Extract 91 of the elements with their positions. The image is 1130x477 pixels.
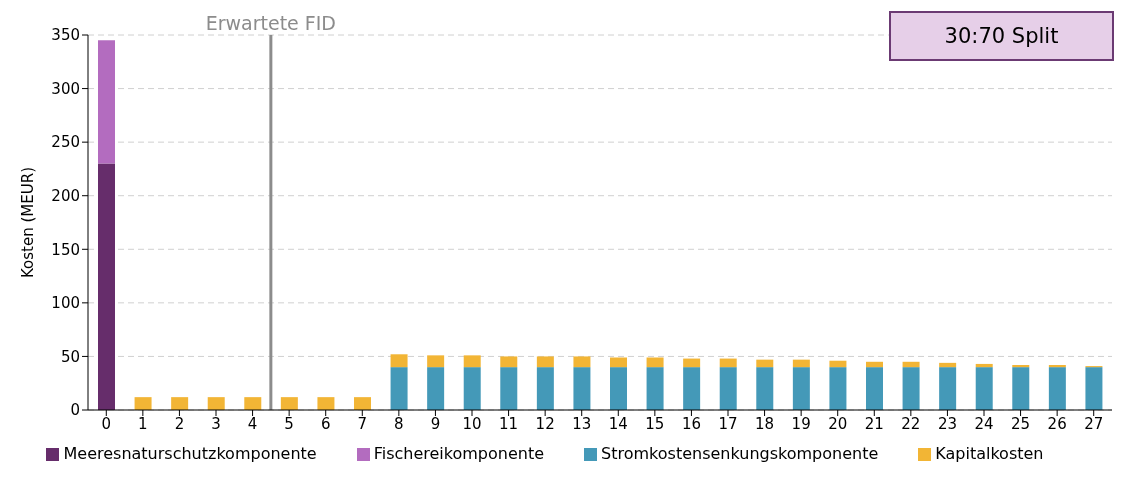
legend-label: Meeresnaturschutzkomponente [63,444,317,463]
bar [975,367,993,410]
bar [171,397,189,410]
bar [756,367,774,410]
x-tick-label: 23 [937,414,957,433]
y-tick-label: 200 [51,187,80,206]
bar [573,356,591,368]
bar [902,361,920,368]
bar [829,367,847,410]
legend-label: Kapitalkosten [935,444,1044,463]
x-tick-label: 24 [974,414,994,433]
x-tick-label: 17 [718,414,738,433]
x-tick-label: 1 [138,414,148,433]
legend-label: Fischereikomponente [373,444,545,463]
bar [792,367,810,410]
bar [427,367,445,410]
y-tick-label: 250 [51,133,80,152]
y-axis-title: Kosten (MEUR) [19,167,38,278]
x-tick-label: 18 [755,414,775,433]
bar [207,397,225,410]
x-tick-label: 26 [1047,414,1067,433]
x-tick-label: 20 [828,414,848,433]
x-tick-label: 3 [211,414,221,433]
bar [98,163,115,410]
bar [646,367,664,410]
bar [390,354,408,368]
bar [463,355,481,368]
bar [683,367,701,410]
y-tick-label: 0 [70,401,80,420]
bar [610,357,627,368]
bar [719,367,737,410]
x-tick-label: 21 [864,414,884,433]
x-tick-label: 22 [901,414,921,433]
x-tick-label: 14 [608,414,628,433]
x-tick-label: 12 [535,414,555,433]
x-tick-label: 2 [174,414,185,433]
bar [939,362,957,368]
bar [1048,365,1066,368]
bar [683,358,701,368]
bar [646,357,664,368]
bar [463,367,481,410]
x-tick-label: 11 [499,414,519,433]
bar [317,397,335,410]
bar [792,359,810,368]
x-tick-label: 10 [462,414,482,433]
y-tick-label: 100 [51,294,80,313]
x-tick-label: 6 [320,414,331,433]
bar [390,367,408,410]
bar [829,360,847,368]
bar [610,367,627,410]
y-tick-label: 350 [51,26,80,45]
bar [719,358,737,368]
x-tick-label: 25 [1011,414,1031,433]
x-tick-label: 5 [284,414,294,433]
x-tick-label: 4 [247,414,258,433]
x-tick-label: 0 [101,414,112,433]
bar [536,367,554,410]
bar [866,361,883,368]
bar [975,363,993,368]
x-tick-label: 8 [394,414,404,433]
x-tick-label: 16 [681,414,701,433]
y-tick-label: 50 [60,347,80,366]
bar [1048,367,1066,410]
bar [500,367,518,410]
ref-line-label: Erwartete FID [205,12,337,34]
bar [1085,367,1103,410]
bar [866,367,883,410]
label-box: 30:70 Split [889,11,1114,61]
bar [134,397,152,410]
x-tick-label: 27 [1084,414,1104,433]
bar [536,356,554,368]
x-tick-label: 15 [645,414,665,433]
y-tick-label: 300 [51,79,80,98]
bar [902,367,920,410]
bar [573,367,591,410]
x-tick-label: 19 [791,414,811,433]
bar [244,397,262,410]
bar [1012,365,1030,368]
bar [939,367,957,410]
x-tick-label: 13 [572,414,592,433]
bar [98,40,115,164]
x-tick-label: 9 [430,414,441,433]
bar [500,356,518,368]
bar [280,397,298,410]
bar [427,355,445,368]
bar [1012,367,1030,410]
legend-label: Stromkostensenkungskomponente [601,444,879,463]
y-tick-label: 150 [51,240,80,259]
x-tick-label: 7 [357,414,368,433]
bar [756,359,774,368]
bar [354,397,371,410]
